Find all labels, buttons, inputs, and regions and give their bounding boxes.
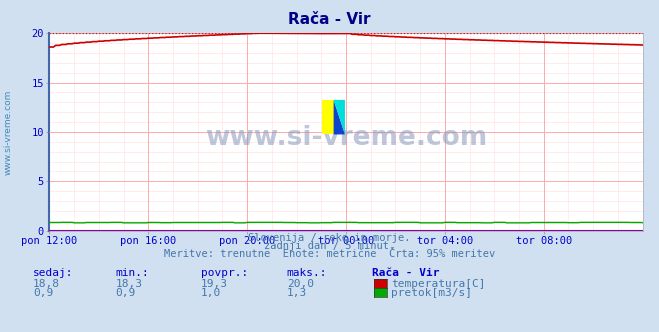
Text: povpr.:: povpr.:: [201, 268, 248, 278]
Text: Rača - Vir: Rača - Vir: [372, 268, 440, 278]
Text: temperatura[C]: temperatura[C]: [391, 279, 485, 289]
Text: www.si-vreme.com: www.si-vreme.com: [3, 90, 13, 176]
Text: sedaj:: sedaj:: [33, 268, 73, 278]
Text: 18,3: 18,3: [115, 279, 142, 289]
Text: Slovenija / reke in morje.: Slovenija / reke in morje.: [248, 233, 411, 243]
Text: min.:: min.:: [115, 268, 149, 278]
Bar: [322, 100, 333, 134]
Text: 18,8: 18,8: [33, 279, 60, 289]
Text: 1,3: 1,3: [287, 288, 307, 298]
Text: Meritve: trenutne  Enote: metrične  Črta: 95% meritev: Meritve: trenutne Enote: metrične Črta: …: [164, 249, 495, 259]
Text: 19,3: 19,3: [201, 279, 228, 289]
Polygon shape: [333, 100, 345, 134]
Text: 0,9: 0,9: [33, 288, 53, 298]
Text: Rača - Vir: Rača - Vir: [288, 12, 371, 27]
Text: maks.:: maks.:: [287, 268, 327, 278]
Text: 0,9: 0,9: [115, 288, 136, 298]
Text: pretok[m3/s]: pretok[m3/s]: [391, 288, 472, 298]
Text: zadnji dan / 5 minut.: zadnji dan / 5 minut.: [264, 241, 395, 251]
Text: 20,0: 20,0: [287, 279, 314, 289]
Polygon shape: [333, 100, 345, 134]
Text: 1,0: 1,0: [201, 288, 221, 298]
Text: www.si-vreme.com: www.si-vreme.com: [205, 125, 487, 151]
